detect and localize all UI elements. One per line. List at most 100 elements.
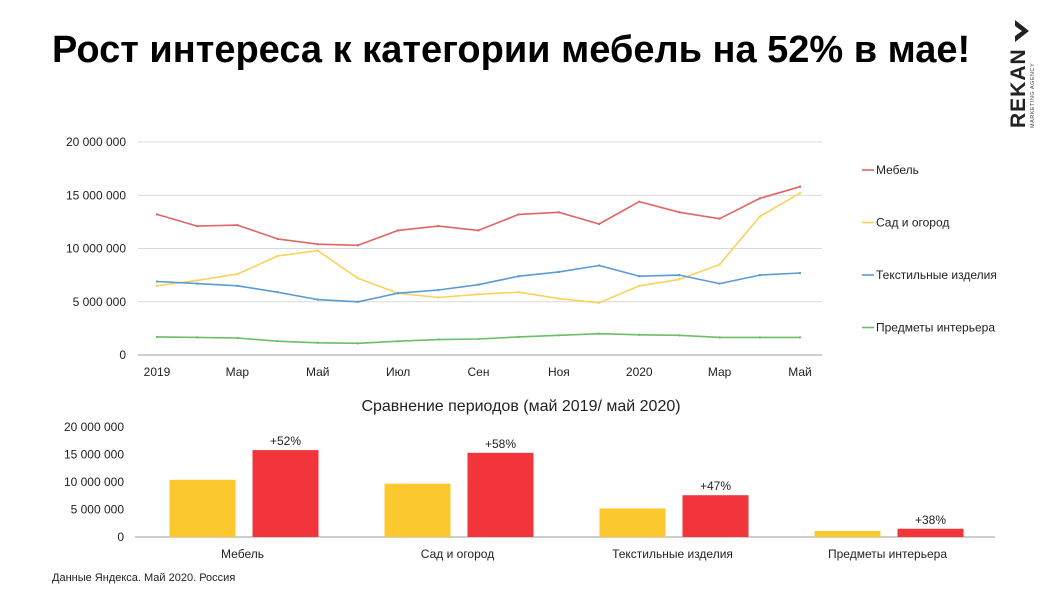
y-tick-label: 0 (117, 530, 124, 544)
data-point (718, 263, 721, 266)
data-point (356, 244, 360, 247)
category-label: Сад и огород (421, 547, 494, 561)
bar-2020 (682, 495, 749, 537)
y-tick-label: 0 (119, 348, 126, 362)
bar-2019 (169, 479, 236, 537)
x-tick-label: Мар (708, 365, 732, 379)
data-point (517, 335, 520, 339)
y-tick-label: 10 000 000 (64, 475, 124, 489)
data-point (798, 271, 802, 275)
data-point (758, 197, 762, 200)
data-point (356, 300, 360, 303)
logo-arrow-icon (1015, 20, 1029, 42)
data-point (798, 185, 802, 188)
data-point (195, 336, 199, 339)
rekana-logo: REKAN MARKETING AGENCY (1007, 20, 1036, 128)
data-point (396, 339, 400, 343)
legend-label-0: Мебель (876, 163, 919, 177)
bar-2020 (897, 528, 964, 537)
data-point (316, 249, 319, 252)
data-point (597, 264, 601, 267)
data-point (356, 342, 360, 345)
data-point (437, 224, 440, 228)
slide-title: Рост интереса к категории мебель на 52% … (52, 29, 971, 71)
data-point (236, 272, 239, 276)
y-tick-label: 10 000 000 (66, 242, 126, 256)
data-point (517, 290, 520, 294)
data-point (236, 284, 239, 287)
data-point (557, 270, 561, 274)
data-point (718, 217, 721, 220)
data-point (396, 229, 400, 232)
series-line-1 (156, 192, 801, 304)
data-point (638, 200, 641, 203)
source-note: Данные Яндекса. Май 2020. Россия (52, 572, 236, 584)
logo-subtext: MARKETING AGENCY (1030, 63, 1036, 128)
data-point (316, 341, 319, 344)
data-point (517, 213, 520, 216)
data-point (798, 191, 802, 195)
x-tick-label: Мар (226, 365, 250, 379)
data-point (597, 222, 601, 226)
logo-text: REKAN (1007, 48, 1030, 128)
bar-chart-title: Сравнение периодов (май 2019/ май 2020) (361, 398, 680, 415)
data-point (155, 284, 159, 287)
x-tick-label: 2020 (626, 365, 653, 379)
x-tick-label: Сен (468, 365, 490, 379)
legend-label-3: Предметы интерьера (876, 321, 995, 335)
x-tick-label: 2019 (144, 365, 171, 379)
data-point (758, 336, 762, 339)
data-point (316, 243, 319, 246)
data-point (195, 279, 199, 282)
data-point (195, 282, 199, 285)
data-point (597, 332, 601, 335)
data-point (638, 333, 641, 336)
category-label: Мебель (221, 547, 264, 561)
bar-chart: Сравнение периодов (май 2019/ май 2020) 2… (64, 398, 995, 561)
x-tick-label: Май (788, 365, 812, 379)
data-point (276, 339, 279, 343)
x-tick-label: Ноя (548, 365, 570, 379)
y-tick-label: 20 000 000 (66, 135, 126, 149)
data-point (477, 293, 480, 296)
bar-2020 (252, 450, 319, 537)
data-point (638, 284, 641, 287)
data-point (236, 223, 239, 227)
data-point (276, 290, 279, 294)
data-point (155, 213, 159, 216)
data-point (557, 334, 561, 337)
data-point (437, 296, 440, 299)
data-point (477, 283, 480, 286)
data-point (356, 277, 360, 280)
data-point (477, 229, 480, 232)
x-tick-label: Май (306, 365, 330, 379)
line-chart: 20 000 000 15 000 000 10 000 000 5 000 000 0… (66, 135, 997, 379)
data-point (678, 211, 681, 214)
y-tick-label: 20 000 000 (64, 420, 124, 434)
bar-2019 (599, 508, 666, 537)
bar-2020 (467, 452, 534, 537)
y-tick-label: 15 000 000 (66, 188, 126, 202)
data-point (758, 215, 762, 218)
data-point (678, 273, 681, 277)
data-point (557, 211, 561, 214)
data-point (276, 237, 279, 241)
data-point (798, 336, 802, 339)
data-point (437, 338, 440, 341)
data-point (517, 274, 520, 278)
bar-data-label: +38% (915, 513, 946, 527)
category-label: Текстильные изделия (612, 547, 733, 561)
data-point (396, 292, 400, 295)
y-tick-label: 5 000 000 (73, 295, 127, 309)
data-point (718, 336, 721, 339)
bar-2019 (384, 483, 451, 537)
data-point (236, 336, 239, 340)
category-label: Предметы интерьера (828, 547, 947, 561)
bar-data-label: +58% (485, 437, 516, 451)
data-point (597, 301, 601, 305)
data-point (758, 273, 762, 277)
data-point (195, 224, 199, 228)
data-point (638, 274, 641, 278)
legend-label-1: Сад и огород (876, 216, 949, 230)
data-point (718, 282, 721, 285)
